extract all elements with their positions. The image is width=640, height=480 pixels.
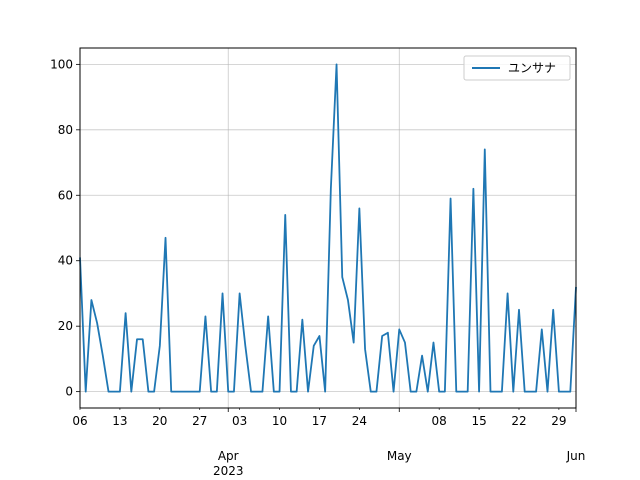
plot-area [79, 63, 577, 393]
x-tick-label: 27 [192, 414, 207, 428]
x-major-label: Jun [566, 449, 586, 463]
x-tick-label: 22 [511, 414, 526, 428]
x-year-label: 2023 [213, 464, 244, 478]
y-tick-label: 0 [65, 385, 73, 399]
y-tick-label: 60 [58, 188, 73, 202]
x-tick-label: 06 [72, 414, 87, 428]
x-major-label: May [387, 449, 412, 463]
y-tick-label: 40 [58, 254, 73, 268]
x-major-label: Apr [218, 449, 239, 463]
axes-frame [79, 47, 577, 409]
x-tick-label: 08 [432, 414, 447, 428]
x-tick-label: 15 [471, 414, 486, 428]
y-tick-label: 80 [58, 123, 73, 137]
y-axis: 0 20 40 60 80 100 [50, 57, 80, 399]
legend: ユンサナ [463, 55, 571, 81]
x-tick-label: 24 [352, 414, 367, 428]
y-tick-label: 100 [50, 57, 73, 71]
series-line [79, 63, 577, 393]
y-tick-label: 20 [58, 319, 73, 333]
x-tick-label: 17 [312, 414, 327, 428]
legend-label: ユンサナ [508, 61, 556, 75]
x-tick-label: 29 [551, 414, 566, 428]
x-tick-label: 03 [232, 414, 247, 428]
legend-box [463, 55, 571, 81]
x-tick-label: 13 [112, 414, 127, 428]
x-tick-label: 20 [152, 414, 167, 428]
x-tick-label: 10 [272, 414, 287, 428]
